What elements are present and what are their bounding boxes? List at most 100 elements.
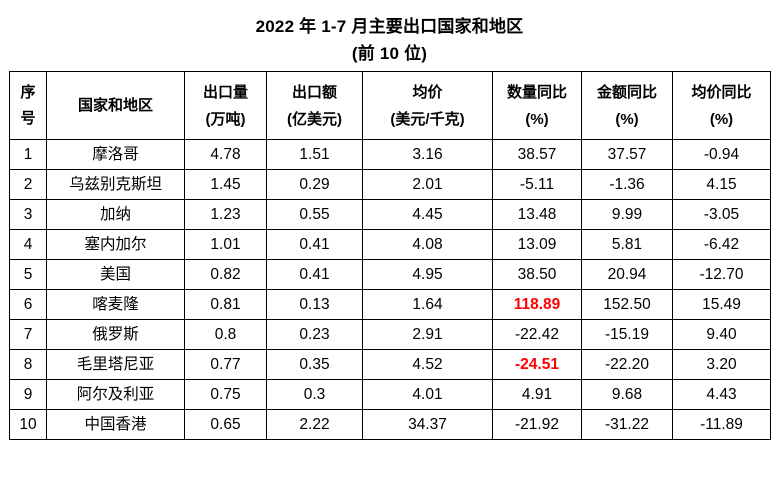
- column-header-unit: (万吨): [205, 110, 246, 128]
- value-cell: 37.57: [581, 139, 673, 170]
- value-cell: 0.41: [266, 259, 363, 290]
- country-cell: 喀麦隆: [46, 289, 185, 320]
- table-row: 6 喀麦隆 0.81 0.13 1.64 118.89 152.50 15.49: [9, 289, 771, 320]
- value-cell: -24.51: [492, 349, 582, 380]
- value-cell: 4.08: [362, 229, 493, 260]
- value-cell: 15.49: [672, 289, 771, 320]
- value-cell: -22.20: [581, 349, 673, 380]
- value-cell: 0.35: [266, 349, 363, 380]
- rank-cell: 3: [9, 199, 47, 230]
- rank-cell: 9: [9, 379, 47, 410]
- value-cell: 118.89: [492, 289, 582, 320]
- table-row: 10 中国香港 0.65 2.22 34.37 -21.92 -31.22 -11.89: [9, 409, 771, 440]
- value-cell: 1.64: [362, 289, 493, 320]
- table-row: 7 俄罗斯 0.8 0.23 2.91 -22.42 -15.19 9.40: [9, 319, 771, 350]
- value-cell: -22.42: [492, 319, 582, 350]
- country-cell: 摩洛哥: [46, 139, 185, 170]
- page-title-line1: 2022 年 1-7 月主要出口国家和地区: [255, 17, 524, 36]
- value-cell: -1.36: [581, 169, 673, 200]
- rank-cell: 2: [9, 169, 47, 200]
- value-cell: 5.81: [581, 229, 673, 260]
- table-row: 9 阿尔及利亚 0.75 0.3 4.01 4.91 9.68 4.43: [9, 379, 771, 410]
- rank-cell: 6: [9, 289, 47, 320]
- value-cell: 0.41: [266, 229, 363, 260]
- value-cell: 0.55: [266, 199, 363, 230]
- value-cell: 0.81: [184, 289, 267, 320]
- value-cell: 1.51: [266, 139, 363, 170]
- rank-cell: 5: [9, 259, 47, 290]
- value-cell: 4.45: [362, 199, 493, 230]
- export-countries-table: 序号 国家和地区 出口量 (万吨) 出口额 (亿美元) 均价 (美元/千克) 数量同比 (%) 金额…: [9, 71, 771, 440]
- value-cell: 38.57: [492, 139, 582, 170]
- value-cell: 13.09: [492, 229, 582, 260]
- value-cell: -0.94: [672, 139, 771, 170]
- value-cell: 4.43: [672, 379, 771, 410]
- value-cell: 0.65: [184, 409, 267, 440]
- column-header: 出口量 (万吨): [184, 71, 267, 140]
- column-header-label: 金额同比: [596, 83, 657, 101]
- column-header: 数量同比 (%): [492, 71, 582, 140]
- value-cell: -5.11: [492, 169, 582, 200]
- value-cell: 0.82: [184, 259, 267, 290]
- value-cell: -11.89: [672, 409, 771, 440]
- rank-cell: 10: [9, 409, 47, 440]
- column-header-label: 序号: [20, 83, 36, 127]
- value-cell: 38.50: [492, 259, 582, 290]
- table-row: 1 摩洛哥 4.78 1.51 3.16 38.57 37.57 -0.94: [9, 139, 771, 170]
- value-cell: 2.91: [362, 319, 493, 350]
- value-cell: 0.8: [184, 319, 267, 350]
- column-header-label: 均价: [412, 83, 443, 101]
- value-cell: 4.01: [362, 379, 493, 410]
- value-cell: 4.91: [492, 379, 582, 410]
- column-header-label: 出口额: [291, 83, 337, 101]
- country-cell: 加纳: [46, 199, 185, 230]
- value-cell: 0.77: [184, 349, 267, 380]
- country-cell: 乌兹别克斯坦: [46, 169, 185, 200]
- country-cell: 毛里塔尼亚: [46, 349, 185, 380]
- page-title: 2022 年 1-7 月主要出口国家和地区 (前 10 位): [0, 0, 779, 67]
- value-cell: 9.40: [672, 319, 771, 350]
- column-header: 均价 (美元/千克): [362, 71, 493, 140]
- value-cell: 34.37: [362, 409, 493, 440]
- column-header-unit: (美元/千克): [390, 110, 465, 128]
- country-cell: 美国: [46, 259, 185, 290]
- column-header: 金额同比 (%): [581, 71, 673, 140]
- rank-cell: 8: [9, 349, 47, 380]
- value-cell: 0.13: [266, 289, 363, 320]
- rank-cell: 1: [9, 139, 47, 170]
- value-cell: 4.52: [362, 349, 493, 380]
- table-row: 2 乌兹别克斯坦 1.45 0.29 2.01 -5.11 -1.36 4.15: [9, 169, 771, 200]
- country-cell: 阿尔及利亚: [46, 379, 185, 410]
- value-cell: 2.01: [362, 169, 493, 200]
- value-cell: 9.99: [581, 199, 673, 230]
- page-title-line2: (前 10 位): [351, 44, 428, 63]
- table-row: 4 塞内加尔 1.01 0.41 4.08 13.09 5.81 -6.42: [9, 229, 771, 260]
- value-cell: -12.70: [672, 259, 771, 290]
- table-header: 序号 国家和地区 出口量 (万吨) 出口额 (亿美元) 均价 (美元/千克) 数量同比 (%) 金额…: [9, 71, 771, 140]
- value-cell: 13.48: [492, 199, 582, 230]
- column-header: 出口额 (亿美元): [266, 71, 363, 140]
- column-header-label: 均价同比: [691, 83, 752, 101]
- column-header-unit: (%): [615, 110, 639, 128]
- rank-cell: 4: [9, 229, 47, 260]
- value-cell: 0.75: [184, 379, 267, 410]
- value-cell: 152.50: [581, 289, 673, 320]
- column-header-unit: (%): [525, 110, 549, 128]
- value-cell: 3.20: [672, 349, 771, 380]
- country-cell: 中国香港: [46, 409, 185, 440]
- value-cell: -31.22: [581, 409, 673, 440]
- value-cell: 0.23: [266, 319, 363, 350]
- value-cell: 9.68: [581, 379, 673, 410]
- value-cell: 4.15: [672, 169, 771, 200]
- value-cell: -6.42: [672, 229, 771, 260]
- value-cell: 0.29: [266, 169, 363, 200]
- column-header: 均价同比 (%): [672, 71, 771, 140]
- column-header-label: 出口量: [202, 83, 248, 101]
- country-cell: 塞内加尔: [46, 229, 185, 260]
- value-cell: 3.16: [362, 139, 493, 170]
- value-cell: -3.05: [672, 199, 771, 230]
- column-header-unit: (亿美元): [287, 110, 342, 128]
- value-cell: 0.3: [266, 379, 363, 410]
- value-cell: 2.22: [266, 409, 363, 440]
